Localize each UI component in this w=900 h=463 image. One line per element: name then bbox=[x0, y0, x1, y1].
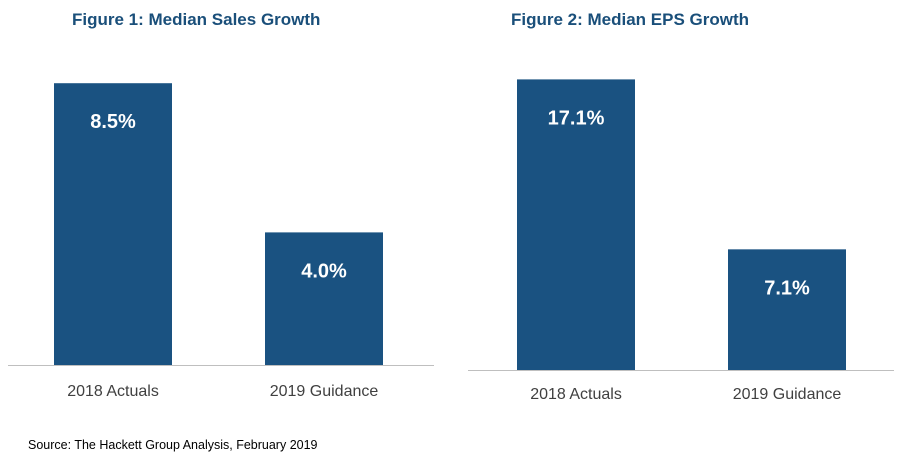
data-label-2: 4.0% bbox=[301, 260, 347, 282]
category-label-2: 2019 Guidance bbox=[270, 383, 379, 400]
bar-2 bbox=[265, 232, 383, 365]
category-label-1: 2018 Actuals bbox=[67, 383, 159, 400]
chart-2-title: Figure 2: Median EPS Growth bbox=[511, 10, 750, 29]
chart-1-title: Figure 1: Median Sales Growth bbox=[72, 10, 321, 29]
data-label-1: 8.5% bbox=[90, 111, 136, 133]
chart-1: 8.5% 2018 Actuals 4.0% 2019 Guidance bbox=[8, 83, 434, 400]
bar-2 bbox=[728, 249, 846, 370]
bar-1 bbox=[517, 79, 635, 371]
data-label-2: 7.1% bbox=[764, 277, 810, 299]
source-note: Source: The Hackett Group Analysis, Febr… bbox=[28, 438, 318, 452]
category-label-1: 2018 Actuals bbox=[530, 386, 622, 403]
category-label-2: 2019 Guidance bbox=[733, 386, 842, 403]
data-label-1: 17.1% bbox=[548, 107, 605, 129]
chart-2: 17.1% 2018 Actuals 7.1% 2019 Guidance bbox=[468, 79, 894, 403]
bar-1 bbox=[54, 83, 172, 366]
